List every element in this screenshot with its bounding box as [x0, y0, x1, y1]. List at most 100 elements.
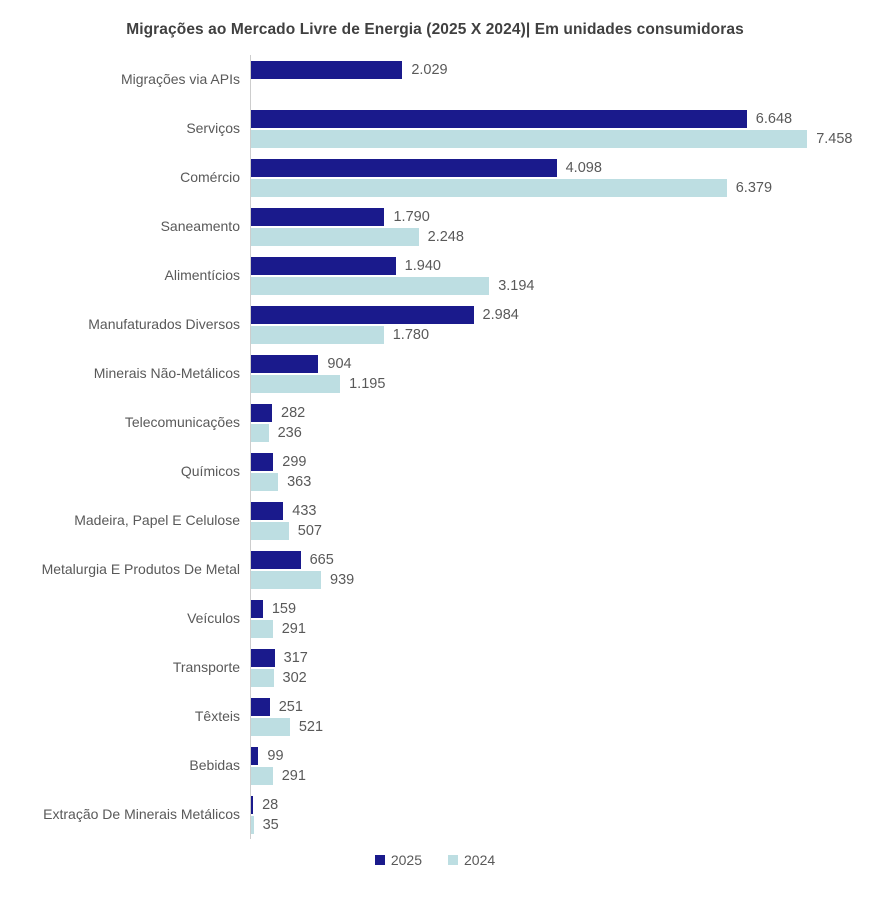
chart-title: Migrações ao Mercado Livre de Energia (2…: [126, 21, 744, 38]
bar-line-2024: 291: [251, 766, 870, 785]
category-bars: 2.984 1.780: [250, 300, 870, 349]
bar-line-2025: 4.098: [251, 158, 870, 177]
bar-2025: [251, 452, 274, 471]
category-row: Metalurgia E Produtos De Metal 665 939: [0, 545, 870, 594]
category-row: Manufaturados Diversos 2.984 1.780: [0, 300, 870, 349]
bar-line-2025: 317: [251, 648, 870, 667]
category-label: Transporte: [172, 659, 240, 676]
bar-2024: [251, 325, 384, 344]
bar-value-2024: 3.194: [498, 277, 535, 294]
legend-label-2024: 2024: [464, 852, 496, 868]
bar-value-2025: 28: [262, 796, 279, 813]
category-label: Comércio: [180, 169, 240, 186]
category-row: Migrações via APIs 2.029: [0, 55, 870, 104]
category-bars: 282 236: [250, 398, 870, 447]
category-row: Químicos 299 363: [0, 447, 870, 496]
bar-line-2025: 6.648: [251, 109, 870, 128]
category-row: Alimentícios 1.940 3.194: [0, 251, 870, 300]
bar-line-2024: 35: [251, 815, 870, 834]
category-row: Comércio 4.098 6.379: [0, 153, 870, 202]
bar-2024: [251, 129, 808, 148]
bar-line-2025: 99: [251, 746, 870, 765]
legend-swatch-2024: [448, 855, 458, 865]
bar-line-2025: 299: [251, 452, 870, 471]
bar-line-2025: 28: [251, 795, 870, 814]
bar-line-2025: 251: [251, 697, 870, 716]
category-label: Manufaturados Diversos: [88, 316, 240, 333]
legend-item-2025: 2025: [374, 852, 422, 868]
bar-2025: [251, 158, 557, 177]
bar-value-2025: 665: [309, 551, 334, 568]
bar-2024: [251, 668, 274, 687]
bar-line-2024: 2.248: [251, 227, 870, 246]
category-bars: 904 1.195: [250, 349, 870, 398]
bar-value-2024: 363: [287, 473, 312, 490]
bar-value-2025: 904: [327, 355, 352, 372]
category-label: Migrações via APIs: [120, 71, 240, 88]
category-label: Alimentícios: [164, 267, 240, 284]
chart-legend: 2025 2024: [0, 852, 870, 868]
bar-2025: [251, 109, 747, 128]
bar-line-2024: 1.195: [251, 374, 870, 393]
bar-2024: [251, 374, 341, 393]
category-bars: 2.029: [250, 55, 870, 104]
category-label: Extração De Minerais Metálicos: [43, 806, 240, 823]
bar-line-2025: 2.029: [251, 60, 870, 79]
category-bars: 251 521: [250, 692, 870, 741]
bar-line-2024: 3.194: [251, 276, 870, 295]
bar-line-2025: 2.984: [251, 305, 870, 324]
bar-value-2024: 1.195: [349, 375, 386, 392]
bar-line-2025: 282: [251, 403, 870, 422]
bar-2024: [251, 570, 322, 589]
bar-value-2024: 236: [277, 424, 302, 441]
bar-2025: [251, 697, 270, 716]
bar-2024: [251, 815, 254, 834]
bar-2025: [251, 403, 273, 422]
bar-value-2025: 317: [283, 649, 308, 666]
category-row: Bebidas 99 291: [0, 741, 870, 790]
bar-chart: Migrações via APIs 2.029 Serviços 6.648 …: [0, 55, 870, 839]
category-row: Telecomunicações 282 236: [0, 398, 870, 447]
bar-2024: [251, 227, 419, 246]
bar-2024: [251, 178, 727, 197]
category-bars: 1.790 2.248: [250, 202, 870, 251]
category-bars: 433 507: [250, 496, 870, 545]
category-label: Veículos: [187, 610, 240, 627]
category-row: Veículos 159 291: [0, 594, 870, 643]
bar-line-2025: 1.790: [251, 207, 870, 226]
category-bars: 317 302: [250, 643, 870, 692]
bar-2025: [251, 256, 396, 275]
bar-2024: [251, 619, 273, 638]
category-label: Serviços: [186, 120, 240, 137]
bar-2025: [251, 550, 301, 569]
bar-line-2024: 1.780: [251, 325, 870, 344]
bar-value-2025: 251: [278, 698, 303, 715]
bar-2025: [251, 648, 275, 667]
bar-value-2025: 282: [281, 404, 306, 421]
bar-line-2024: 507: [251, 521, 870, 540]
legend-item-2024: 2024: [448, 852, 495, 868]
bar-2025: [251, 207, 385, 226]
bar-value-2025: 433: [292, 502, 317, 519]
category-label: Saneamento: [160, 218, 240, 235]
bar-line-2025: 159: [251, 599, 870, 618]
bar-value-2025: 299: [282, 453, 307, 470]
category-bars: 159 291: [250, 594, 870, 643]
bar-value-2024: 291: [281, 767, 306, 784]
bar-line-2025: 904: [251, 354, 870, 373]
category-row: Têxteis 251 521: [0, 692, 870, 741]
category-bars: 6.648 7.458: [250, 104, 870, 153]
bar-2024: [251, 423, 269, 442]
bar-value-2024: 7.458: [816, 130, 853, 147]
bar-value-2024: 291: [281, 620, 306, 637]
legend-swatch-2025: [374, 855, 385, 865]
bar-2024: [251, 472, 279, 491]
bar-line-2025: 1.940: [251, 256, 870, 275]
bar-value-2025: 4.098: [565, 159, 602, 176]
bar-value-2024: 35: [262, 816, 279, 833]
category-bars: 299 363: [250, 447, 870, 496]
category-label: Têxteis: [194, 708, 240, 725]
bar-2025: [251, 60, 403, 79]
bar-2025: [251, 305, 474, 324]
